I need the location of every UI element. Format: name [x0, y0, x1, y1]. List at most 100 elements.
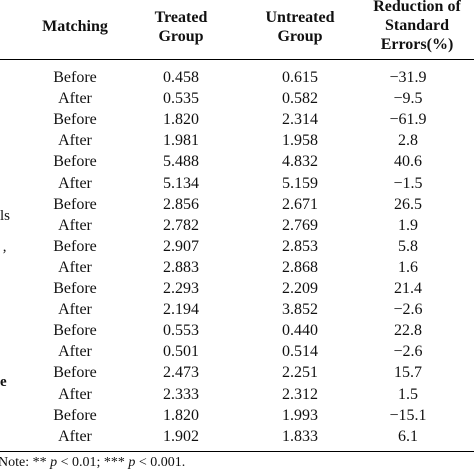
cell-reduction-of-standard-errors: −2.6 — [393, 343, 423, 361]
cell-matching: Before — [53, 153, 97, 171]
cell-reduction-of-standard-errors: 21.4 — [394, 280, 422, 297]
cell-untreated-group: 2.868 — [282, 258, 318, 276]
header-untreated-line2: Group — [277, 28, 323, 45]
cell-treated-group: 5.134 — [163, 174, 199, 192]
note-prefix: Note: ** — [0, 455, 51, 470]
table-row: Before 2.907 2.853 5.8 — [0, 236, 474, 257]
table-row: After 5.134 5.159 −1.5 — [0, 173, 474, 194]
cell-treated-group: 2.856 — [163, 195, 199, 213]
cell-untreated-group: 2.769 — [282, 216, 318, 234]
cell-treated-group: 0.553 — [163, 322, 199, 340]
cell-reduction-of-standard-errors: −31.9 — [389, 69, 427, 86]
cell-untreated-group: 1.993 — [282, 406, 318, 424]
clipped-text-fragment: ’ — [2, 247, 7, 263]
cell-untreated-group: 5.159 — [282, 174, 318, 192]
header-treated-line1: Treated — [154, 9, 208, 26]
cell-untreated-group: 0.440 — [282, 322, 318, 340]
cell-untreated-group: 2.209 — [282, 280, 318, 297]
cell-untreated-group: 0.582 — [282, 90, 318, 108]
cell-untreated-group: 0.615 — [282, 69, 318, 86]
cell-matching: After — [58, 258, 92, 276]
cell-reduction-of-standard-errors: −2.6 — [393, 301, 423, 319]
note-p-symbol: p — [50, 455, 58, 470]
cell-matching: After — [58, 174, 92, 192]
cell-reduction-of-standard-errors: 26.5 — [394, 195, 422, 213]
cell-treated-group: 1.820 — [163, 406, 199, 424]
table-row: After 0.501 0.514 −2.6 — [0, 341, 474, 362]
cell-matching: Before — [53, 195, 97, 213]
cell-treated-group: 2.194 — [163, 301, 199, 319]
table-row: Before 5.488 4.832 40.6 — [0, 151, 474, 172]
table-row: After 2.883 2.868 1.6 — [0, 257, 474, 278]
header-matching: Matching — [42, 18, 108, 35]
cell-matching: Before — [53, 111, 97, 129]
cell-matching: Before — [53, 69, 97, 86]
cell-untreated-group: 2.251 — [282, 364, 318, 382]
cell-untreated-group: 4.832 — [282, 153, 318, 171]
table-row: Before 0.553 0.440 22.8 — [0, 320, 474, 341]
header-bottom-rule — [0, 59, 474, 60]
cell-matching: After — [58, 343, 92, 361]
cell-reduction-of-standard-errors: −61.9 — [389, 111, 427, 129]
cell-matching: After — [58, 301, 92, 319]
cell-matching: Before — [53, 406, 97, 424]
header-reduction-of-standard-errors: Reduction of Standard Errors(%) — [352, 0, 474, 54]
cell-treated-group: 1.820 — [163, 111, 199, 129]
cell-untreated-group: 2.314 — [282, 111, 318, 129]
cell-treated-group: 5.488 — [163, 153, 199, 171]
cell-untreated-group: 2.853 — [282, 237, 318, 255]
cell-reduction-of-standard-errors: 1.5 — [398, 385, 418, 403]
cell-treated-group: 0.501 — [163, 343, 199, 361]
cell-untreated-group: 3.852 — [282, 301, 318, 319]
clipped-text-fragment: e — [0, 374, 7, 390]
cell-matching: Before — [53, 322, 97, 340]
table-row: Before 1.820 2.314 −61.9 — [0, 109, 474, 130]
cell-treated-group: 0.535 — [163, 90, 199, 108]
cell-reduction-of-standard-errors: −9.5 — [393, 90, 423, 108]
table-note: Note: ** p < 0.01; *** p < 0.001. — [0, 454, 185, 472]
table-row: Before 1.820 1.993 −15.1 — [0, 405, 474, 426]
cell-reduction-of-standard-errors: 6.1 — [398, 427, 418, 445]
header-untreated-line1: Untreated — [265, 9, 335, 26]
table-row: After 1.981 1.958 2.8 — [0, 130, 474, 151]
cell-treated-group: 2.333 — [163, 385, 199, 403]
clipped-text-fragment: ls — [0, 208, 11, 224]
header-treated-group: Treated Group — [136, 8, 226, 46]
header-reduction-line3: Errors(%) — [380, 36, 454, 53]
cell-treated-group: 2.473 — [163, 364, 199, 382]
cell-matching: After — [58, 427, 92, 445]
table-row: Before 2.293 2.209 21.4 — [0, 278, 474, 299]
cell-matching: After — [58, 90, 92, 108]
cell-matching: Before — [53, 237, 97, 255]
cell-untreated-group: 0.514 — [282, 343, 318, 361]
table-row: Before 2.856 2.671 26.5 — [0, 194, 474, 215]
cell-reduction-of-standard-errors: 1.6 — [398, 258, 418, 276]
table-row: After 1.902 1.833 6.1 — [0, 426, 474, 447]
table-row: Before 2.473 2.251 15.7 — [0, 362, 474, 383]
cell-untreated-group: 1.833 — [282, 427, 318, 445]
note-p-symbol: p — [128, 455, 136, 470]
table-row: After 2.782 2.769 1.9 — [0, 215, 474, 236]
cell-matching: After — [58, 132, 92, 150]
cell-treated-group: 2.293 — [163, 280, 199, 297]
cell-matching: After — [58, 385, 92, 403]
table-row: After 2.194 3.852 −2.6 — [0, 299, 474, 320]
cell-matching: Before — [53, 280, 97, 297]
header-reduction-line2: Standard — [384, 17, 450, 34]
cell-treated-group: 2.883 — [163, 258, 199, 276]
cell-untreated-group: 2.671 — [282, 195, 318, 213]
cell-treated-group: 0.458 — [163, 69, 199, 86]
table-row: After 0.535 0.582 −9.5 — [0, 88, 474, 109]
cell-reduction-of-standard-errors: 15.7 — [394, 364, 422, 382]
header-treated-line2: Group — [158, 28, 204, 45]
table-bottom-rule — [0, 451, 474, 452]
note-end: < 0.001. — [135, 455, 186, 470]
table-row: After 2.333 2.312 1.5 — [0, 384, 474, 405]
note-mid: < 0.01; *** — [57, 455, 129, 470]
cell-reduction-of-standard-errors: 22.8 — [394, 322, 422, 340]
cell-treated-group: 2.782 — [163, 216, 199, 234]
cell-reduction-of-standard-errors: 1.9 — [398, 216, 418, 234]
cell-untreated-group: 2.312 — [282, 385, 318, 403]
cell-treated-group: 1.902 — [163, 427, 199, 445]
cell-treated-group: 1.981 — [163, 132, 199, 150]
